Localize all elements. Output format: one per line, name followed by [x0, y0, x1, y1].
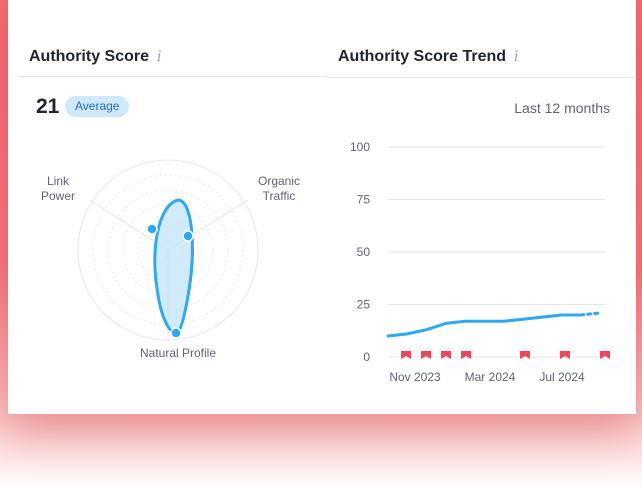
flag-icon[interactable] [421, 351, 431, 359]
authority-score-value: 21 [36, 95, 60, 118]
info-icon[interactable]: i [157, 49, 162, 65]
x-tick-label: Mar 2024 [465, 370, 516, 384]
radar-point-organic-traffic[interactable] [182, 230, 194, 242]
flag-icon[interactable] [520, 351, 530, 359]
radar-point-natural-profile[interactable] [170, 327, 182, 339]
status-badge: Average [65, 96, 130, 117]
time-range-label[interactable]: Last 12 months [514, 100, 610, 116]
flag-icon[interactable] [441, 351, 451, 359]
y-tick-label: 25 [357, 298, 371, 312]
y-tick-label: 50 [357, 245, 371, 259]
trend-title-text: Authority Score Trend [338, 48, 507, 65]
radar-point-link-power[interactable] [146, 223, 158, 235]
widget-card: Authority Score i 21 Average Link Power O… [8, 0, 636, 414]
trend-chart: 100 75 50 25 0 Nov 2023 Mar 2024 Jul 2024 [350, 140, 610, 384]
x-tick-label: Nov 2023 [389, 370, 441, 384]
radar-label-link-power: Link Power [40, 174, 75, 203]
flag-icon[interactable] [461, 351, 471, 359]
divider-left [18, 76, 326, 77]
y-tick-label: 100 [350, 140, 370, 154]
y-tick-label: 0 [363, 350, 370, 364]
flag-icon[interactable] [600, 351, 610, 359]
radar-shape [153, 198, 194, 335]
info-icon[interactable]: i [514, 49, 519, 65]
flag-icon[interactable] [560, 351, 570, 359]
divider-right [326, 77, 634, 78]
x-tick-label: Jul 2024 [539, 370, 585, 384]
trend-title: Authority Score Trend i [338, 48, 519, 66]
authority-score-title: Authority Score i [29, 48, 162, 66]
y-tick-label: 75 [357, 193, 371, 207]
radar-label-natural-profile: Natural Profile [139, 346, 217, 360]
authority-score-title-text: Authority Score [29, 48, 150, 65]
trend-line-dashed [579, 311, 602, 317]
radar-chart [77, 159, 259, 341]
radar-label-organic-traffic: Organic Traffic [257, 174, 301, 203]
trend-line [386, 313, 583, 338]
flag-icon[interactable] [401, 351, 411, 359]
